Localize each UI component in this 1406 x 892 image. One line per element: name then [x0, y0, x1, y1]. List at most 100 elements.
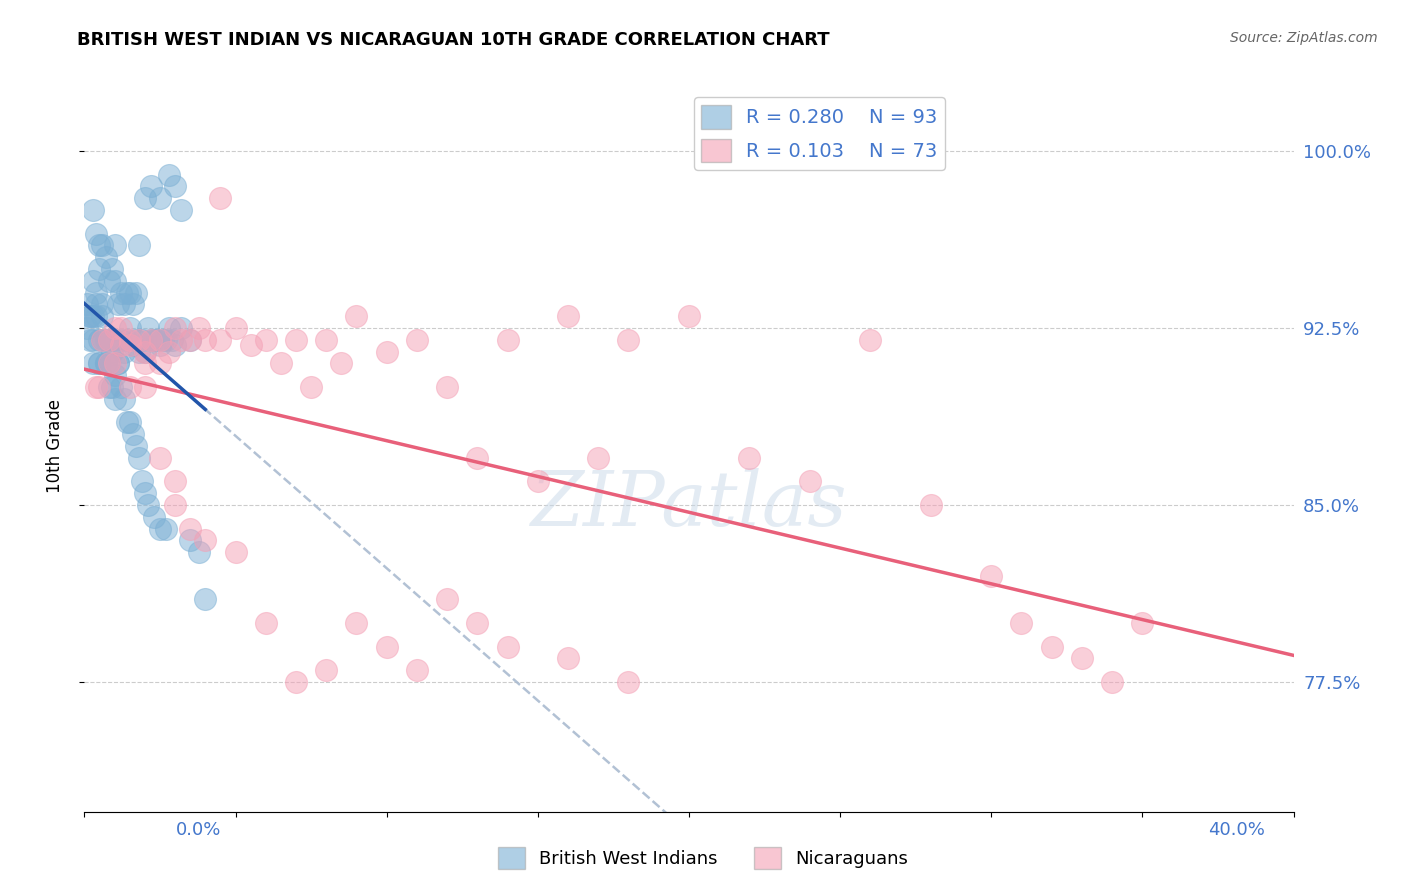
- Text: BRITISH WEST INDIAN VS NICARAGUAN 10TH GRADE CORRELATION CHART: BRITISH WEST INDIAN VS NICARAGUAN 10TH G…: [77, 31, 830, 49]
- Point: [588, 450, 610, 465]
- Point: [859, 333, 882, 347]
- Point: [920, 498, 942, 512]
- Point: [170, 202, 193, 217]
- Point: [239, 337, 262, 351]
- Point: [179, 533, 201, 548]
- Point: [128, 238, 150, 252]
- Point: [97, 274, 120, 288]
- Point: [315, 333, 337, 347]
- Text: 0.0%: 0.0%: [176, 821, 221, 838]
- Point: [799, 475, 821, 489]
- Point: [104, 356, 127, 370]
- Point: [139, 333, 162, 347]
- Point: [91, 310, 114, 324]
- Point: [160, 333, 183, 347]
- Point: [1040, 640, 1063, 654]
- Point: [254, 333, 277, 347]
- Point: [346, 615, 368, 630]
- Point: [89, 356, 111, 370]
- Point: [110, 337, 132, 351]
- Point: [139, 179, 162, 194]
- Point: [557, 651, 579, 665]
- Point: [315, 663, 337, 677]
- Point: [165, 321, 187, 335]
- Point: [436, 592, 458, 607]
- Point: [406, 663, 429, 677]
- Point: [134, 344, 156, 359]
- Point: [104, 368, 127, 383]
- Point: [136, 498, 159, 512]
- Point: [157, 344, 180, 359]
- Point: [104, 238, 127, 252]
- Point: [496, 333, 519, 347]
- Point: [134, 191, 156, 205]
- Point: [1132, 615, 1154, 630]
- Point: [165, 475, 187, 489]
- Point: [115, 416, 138, 430]
- Point: [557, 310, 579, 324]
- Point: [107, 356, 129, 370]
- Point: [194, 333, 217, 347]
- Point: [330, 356, 353, 370]
- Point: [82, 202, 104, 217]
- Point: [678, 310, 700, 324]
- Point: [152, 333, 174, 347]
- Point: [79, 310, 101, 324]
- Point: [165, 179, 187, 194]
- Point: [125, 439, 148, 453]
- Point: [104, 321, 127, 335]
- Point: [527, 475, 550, 489]
- Point: [94, 333, 117, 347]
- Point: [121, 427, 143, 442]
- Point: [94, 356, 117, 370]
- Point: [496, 640, 519, 654]
- Point: [179, 333, 201, 347]
- Point: [121, 297, 143, 311]
- Point: [91, 333, 114, 347]
- Text: ZIPatlas: ZIPatlas: [530, 467, 848, 541]
- Point: [76, 321, 98, 335]
- Point: [107, 297, 129, 311]
- Point: [118, 321, 141, 335]
- Point: [112, 392, 135, 406]
- Point: [134, 344, 156, 359]
- Point: [86, 310, 108, 324]
- Point: [82, 274, 104, 288]
- Point: [89, 380, 111, 394]
- Point: [165, 498, 187, 512]
- Point: [346, 310, 368, 324]
- Point: [299, 380, 322, 394]
- Point: [136, 321, 159, 335]
- Point: [97, 356, 120, 370]
- Point: [118, 337, 141, 351]
- Point: [104, 333, 127, 347]
- Point: [170, 321, 193, 335]
- Point: [617, 333, 640, 347]
- Point: [149, 356, 172, 370]
- Point: [128, 450, 150, 465]
- Point: [139, 333, 162, 347]
- Point: [110, 321, 132, 335]
- Point: [112, 344, 135, 359]
- Point: [100, 380, 122, 394]
- Point: [86, 227, 108, 241]
- Point: [194, 592, 217, 607]
- Point: [118, 416, 141, 430]
- Point: [97, 333, 120, 347]
- Point: [86, 297, 108, 311]
- Point: [89, 333, 111, 347]
- Point: [980, 568, 1002, 582]
- Point: [110, 380, 132, 394]
- Point: [91, 333, 114, 347]
- Point: [131, 475, 153, 489]
- Point: [146, 333, 169, 347]
- Point: [738, 450, 761, 465]
- Point: [100, 344, 122, 359]
- Point: [110, 285, 132, 300]
- Point: [375, 344, 398, 359]
- Point: [79, 333, 101, 347]
- Point: [1071, 651, 1094, 665]
- Point: [89, 238, 111, 252]
- Point: [112, 297, 135, 311]
- Point: [1101, 675, 1123, 690]
